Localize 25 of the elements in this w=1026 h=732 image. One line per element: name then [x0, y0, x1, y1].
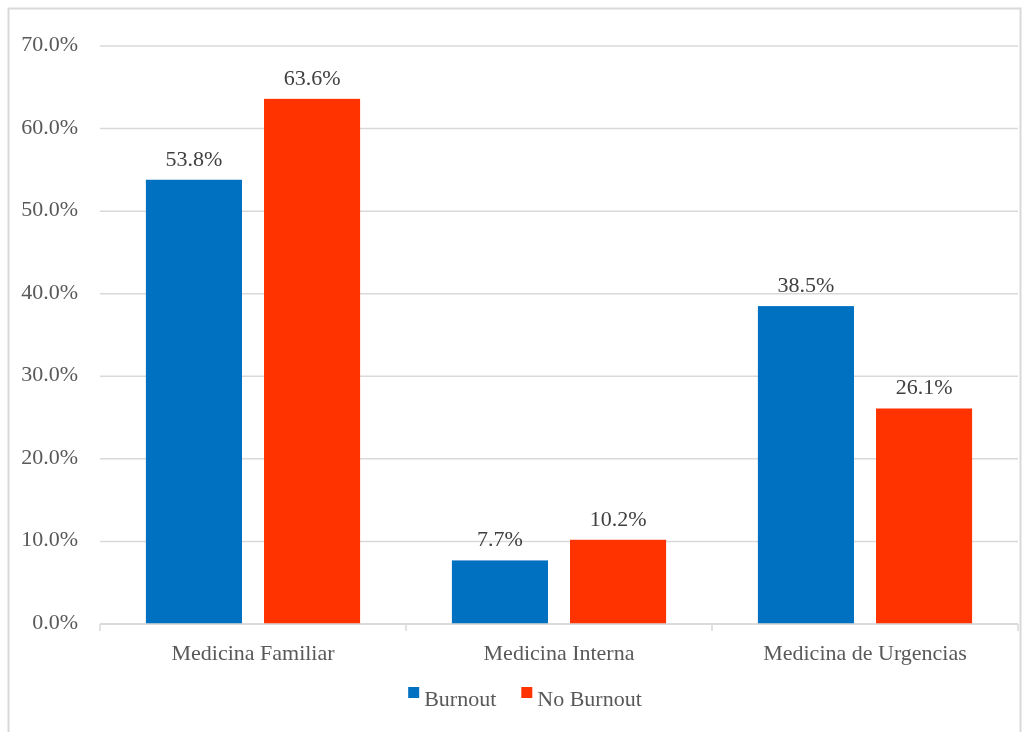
y-tick-label: 70.0%	[21, 31, 78, 57]
data-label: 53.8%	[165, 145, 223, 171]
bar	[451, 560, 548, 624]
y-tick-label: 40.0%	[21, 278, 78, 304]
data-label: 63.6%	[283, 64, 341, 90]
bar	[264, 98, 361, 624]
bar	[570, 539, 667, 624]
data-label: 26.1%	[895, 374, 953, 400]
data-label: 38.5%	[777, 272, 835, 298]
x-tick-label: Medicina de Urgencias	[763, 640, 967, 665]
data-label: 7.7%	[477, 526, 523, 552]
y-tick-label: 10.0%	[21, 526, 78, 552]
y-tick-label: 50.0%	[21, 196, 78, 222]
y-tick-label: 20.0%	[21, 443, 78, 469]
y-tick-label: 60.0%	[21, 113, 78, 139]
x-tick-label: Medicina Interna	[483, 640, 635, 665]
bar	[876, 408, 973, 624]
bar	[145, 179, 242, 624]
y-tick-label: 0.0%	[32, 609, 78, 635]
y-tick-label: 30.0%	[21, 361, 78, 387]
x-tick-label: Medicina Familiar	[171, 640, 336, 665]
legend-label: No Burnout	[537, 686, 642, 711]
legend-label: Burnout	[424, 686, 497, 711]
bar	[757, 306, 854, 624]
data-label: 10.2%	[589, 505, 647, 531]
